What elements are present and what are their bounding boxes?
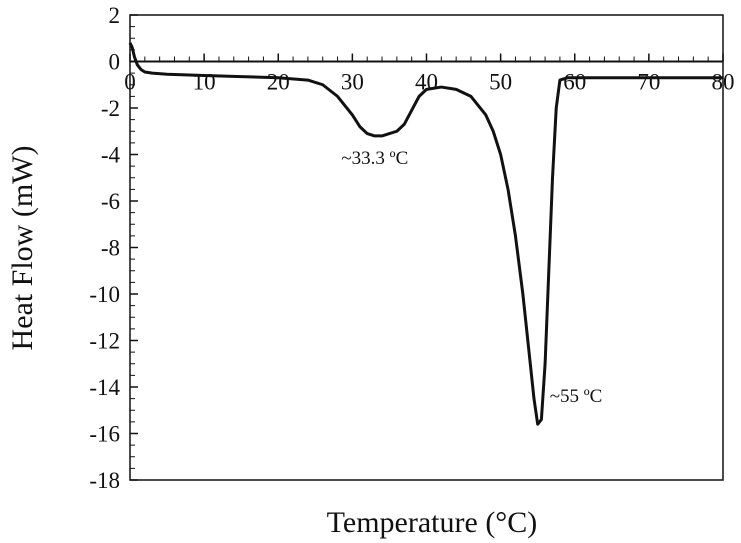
y-tick-label: -12 <box>89 329 120 354</box>
x-tick-label: 0 <box>124 70 136 95</box>
x-tick-label: 80 <box>712 70 735 95</box>
x-tick-label: 20 <box>267 70 290 95</box>
x-tick-label: 10 <box>193 70 216 95</box>
y-axis-title: Heat Flow (mW) <box>6 146 39 351</box>
y-tick-label: -2 <box>101 96 120 121</box>
y-tick-label: 0 <box>109 50 121 75</box>
x-tick-label: 70 <box>637 70 660 95</box>
y-tick-label: -4 <box>101 143 121 168</box>
x-tick-label: 50 <box>489 70 512 95</box>
plot-area <box>129 14 724 481</box>
y-tick-label: -6 <box>101 189 120 214</box>
heat-flow-curve <box>128 42 723 426</box>
y-tick-label: 2 <box>109 3 121 28</box>
y-tick-label: -18 <box>89 468 120 493</box>
x-tick-label: 30 <box>341 70 364 95</box>
y-tick-label: -10 <box>89 282 120 307</box>
peak-annotation: ~33.3 ºC <box>341 148 408 169</box>
x-axis-title: Temperature (°C) <box>327 506 538 539</box>
y-tick-label: -14 <box>89 375 120 400</box>
y-tick-label: -16 <box>89 422 120 447</box>
annotations: ~33.3 ºC ~55 ºC <box>341 148 602 407</box>
x-axis-ticks: 0 10 20 30 40 50 60 70 80 <box>124 53 735 95</box>
y-tick-label: -8 <box>101 236 120 261</box>
peak-annotation: ~55 ºC <box>550 386 603 407</box>
x-tick-label: 60 <box>563 70 586 95</box>
y-axis-ticks: 20-2-4-6-8-10-12-14-16-18 <box>89 3 138 493</box>
